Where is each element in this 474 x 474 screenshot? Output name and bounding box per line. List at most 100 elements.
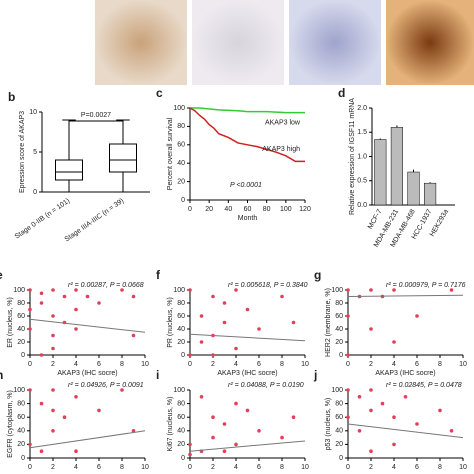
y-tick-label: 0.5 xyxy=(357,178,367,185)
x-tick-label: 8 xyxy=(280,361,284,368)
annotation: r² = 0.00287, P = 0.0668 xyxy=(68,282,144,289)
point xyxy=(188,288,192,292)
y-tick-label: 10 xyxy=(29,109,37,116)
y-tick-label: 40 xyxy=(335,326,343,333)
y-tick-label: 20 xyxy=(17,441,25,448)
x-tick-label: 0 xyxy=(28,361,32,368)
box xyxy=(55,159,83,181)
y-tick-label: 0 xyxy=(21,352,25,359)
point xyxy=(222,320,227,325)
y-axis-label: PR (nucleus, %) xyxy=(167,297,174,348)
point xyxy=(415,422,419,426)
point xyxy=(188,452,192,457)
y-tick-label: 40 xyxy=(177,428,185,435)
point xyxy=(28,442,32,447)
annotation: P <0.0001 xyxy=(230,182,262,189)
survival-line xyxy=(190,107,305,114)
y-axis-label: Percent overall survival xyxy=(167,117,174,190)
y-tick-label: 0 xyxy=(33,189,37,196)
trend-line xyxy=(189,333,306,342)
point xyxy=(74,449,78,454)
point xyxy=(62,294,67,299)
y-tick-label: 40 xyxy=(17,326,25,333)
x-tick-label: MCF-7 xyxy=(367,208,384,230)
point xyxy=(222,422,227,426)
x-tick-label: 8 xyxy=(280,464,284,471)
y-tick-label: 60 xyxy=(177,313,185,320)
survival-line xyxy=(189,107,305,163)
x-tick-label: 2 xyxy=(211,464,215,471)
y-tick-label: 40 xyxy=(17,428,25,435)
y-tick-label: 80 xyxy=(335,400,343,407)
point xyxy=(346,288,350,292)
ihc-image xyxy=(95,0,187,85)
point xyxy=(222,449,227,454)
point xyxy=(245,307,250,312)
y-tick-label: 0 xyxy=(21,455,25,462)
ihc-image xyxy=(289,0,381,85)
x-tick-label: 40 xyxy=(224,206,232,213)
y-axis-label: Epression score of AKAP3 xyxy=(19,111,26,193)
x-tick-label: 2 xyxy=(51,361,55,368)
x-tick-label: 8 xyxy=(120,464,124,471)
point xyxy=(74,288,78,292)
point xyxy=(51,314,55,318)
point xyxy=(369,449,373,454)
y-axis-label: Relative expression of IGSF11 mRNA xyxy=(349,98,356,215)
x-tick-label: Stage IIIA-IIIC (n = 39) xyxy=(64,197,126,243)
y-tick-label: 100 xyxy=(13,287,25,294)
point xyxy=(392,288,396,292)
point xyxy=(357,395,362,399)
point xyxy=(28,307,32,312)
bar xyxy=(374,139,387,206)
x-axis-label: Month xyxy=(238,215,258,222)
y-tick-label: 100 xyxy=(173,287,185,294)
trend-line xyxy=(29,430,146,449)
x-tick-label: 2 xyxy=(51,464,55,471)
y-tick-label: 1.5 xyxy=(357,129,367,136)
point xyxy=(291,320,296,325)
y-tick-label: 80 xyxy=(177,123,185,130)
box xyxy=(109,143,137,173)
bar xyxy=(424,182,437,206)
legend-label: AKAP3 low xyxy=(265,119,301,126)
y-tick-label: 0 xyxy=(339,455,343,462)
point xyxy=(346,388,350,392)
y-axis-label: p53 (nucleus, %) xyxy=(325,398,332,451)
point xyxy=(28,388,32,392)
point xyxy=(234,288,238,292)
x-tick-label: 6 xyxy=(257,361,261,368)
point xyxy=(188,353,192,357)
y-axis-label: Ki67 (nucleus, %) xyxy=(167,397,174,452)
panel-letter: j xyxy=(313,368,317,382)
point xyxy=(369,327,373,331)
point xyxy=(369,288,373,292)
point xyxy=(74,327,78,331)
y-tick-label: 0.0 xyxy=(357,202,367,209)
point xyxy=(51,408,55,413)
x-tick-label: 4 xyxy=(234,464,238,471)
bar xyxy=(407,171,420,206)
x-tick-label: 100 xyxy=(280,206,292,213)
panel-letter: i xyxy=(156,368,159,382)
y-tick-label: 100 xyxy=(331,287,343,294)
x-tick-label: 2 xyxy=(211,361,215,368)
y-tick-label: 80 xyxy=(17,400,25,407)
y-tick-label: 60 xyxy=(17,313,25,320)
ihc-image xyxy=(192,0,284,85)
y-tick-label: 40 xyxy=(335,428,343,435)
point xyxy=(199,395,204,399)
point xyxy=(97,408,101,413)
y-tick-label: 80 xyxy=(17,300,25,307)
trend-line xyxy=(347,423,464,439)
x-axis-label: AKAP3 (IHC socre) xyxy=(57,370,117,377)
y-tick-label: 20 xyxy=(335,339,343,346)
point xyxy=(39,291,44,296)
point xyxy=(211,435,215,440)
y-tick-label: 20 xyxy=(335,441,343,448)
y-tick-label: 100 xyxy=(13,387,25,394)
x-tick-label: 2 xyxy=(369,464,373,471)
point xyxy=(74,307,78,312)
x-tick-label: 0 xyxy=(188,361,192,368)
